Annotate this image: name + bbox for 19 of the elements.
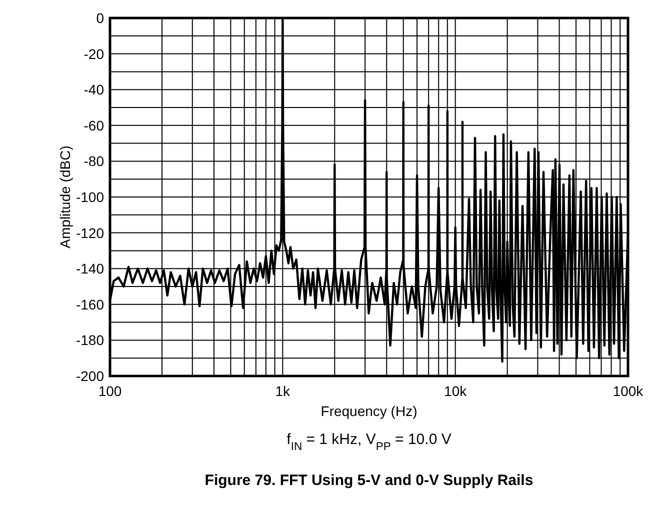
y-tick-label: -100 xyxy=(76,189,104,205)
y-tick-label: -160 xyxy=(76,296,104,312)
x-tick-label: 1k xyxy=(275,383,292,399)
y-tick-label: -80 xyxy=(84,153,104,170)
y-axis-title: Amplitude (dBC) xyxy=(57,146,73,248)
x-tick-label: 10k xyxy=(444,383,468,399)
y-tick-label: -140 xyxy=(76,260,104,277)
x-axis-title: Frequency (Hz) xyxy=(320,403,418,419)
y-tick-label: -40 xyxy=(84,82,104,98)
x-tick-label: 100k xyxy=(612,383,644,399)
x-tick-label: 100 xyxy=(98,383,122,399)
text: Figure 79. FFT Using 5-V and 0-V Supply Rails xyxy=(204,472,534,489)
text: f$_{IN}$ = 1 kHz, V$_{PP}$ = 10.0 V xyxy=(286,431,452,453)
y-tick-label: 0 xyxy=(96,10,104,26)
y-tick-label: -20 xyxy=(84,46,104,62)
y-tick-label: -120 xyxy=(76,224,104,241)
y-tick-label: -200 xyxy=(76,368,104,384)
y-tick-label: -60 xyxy=(84,117,104,134)
y-tick-label: -180 xyxy=(76,332,104,348)
